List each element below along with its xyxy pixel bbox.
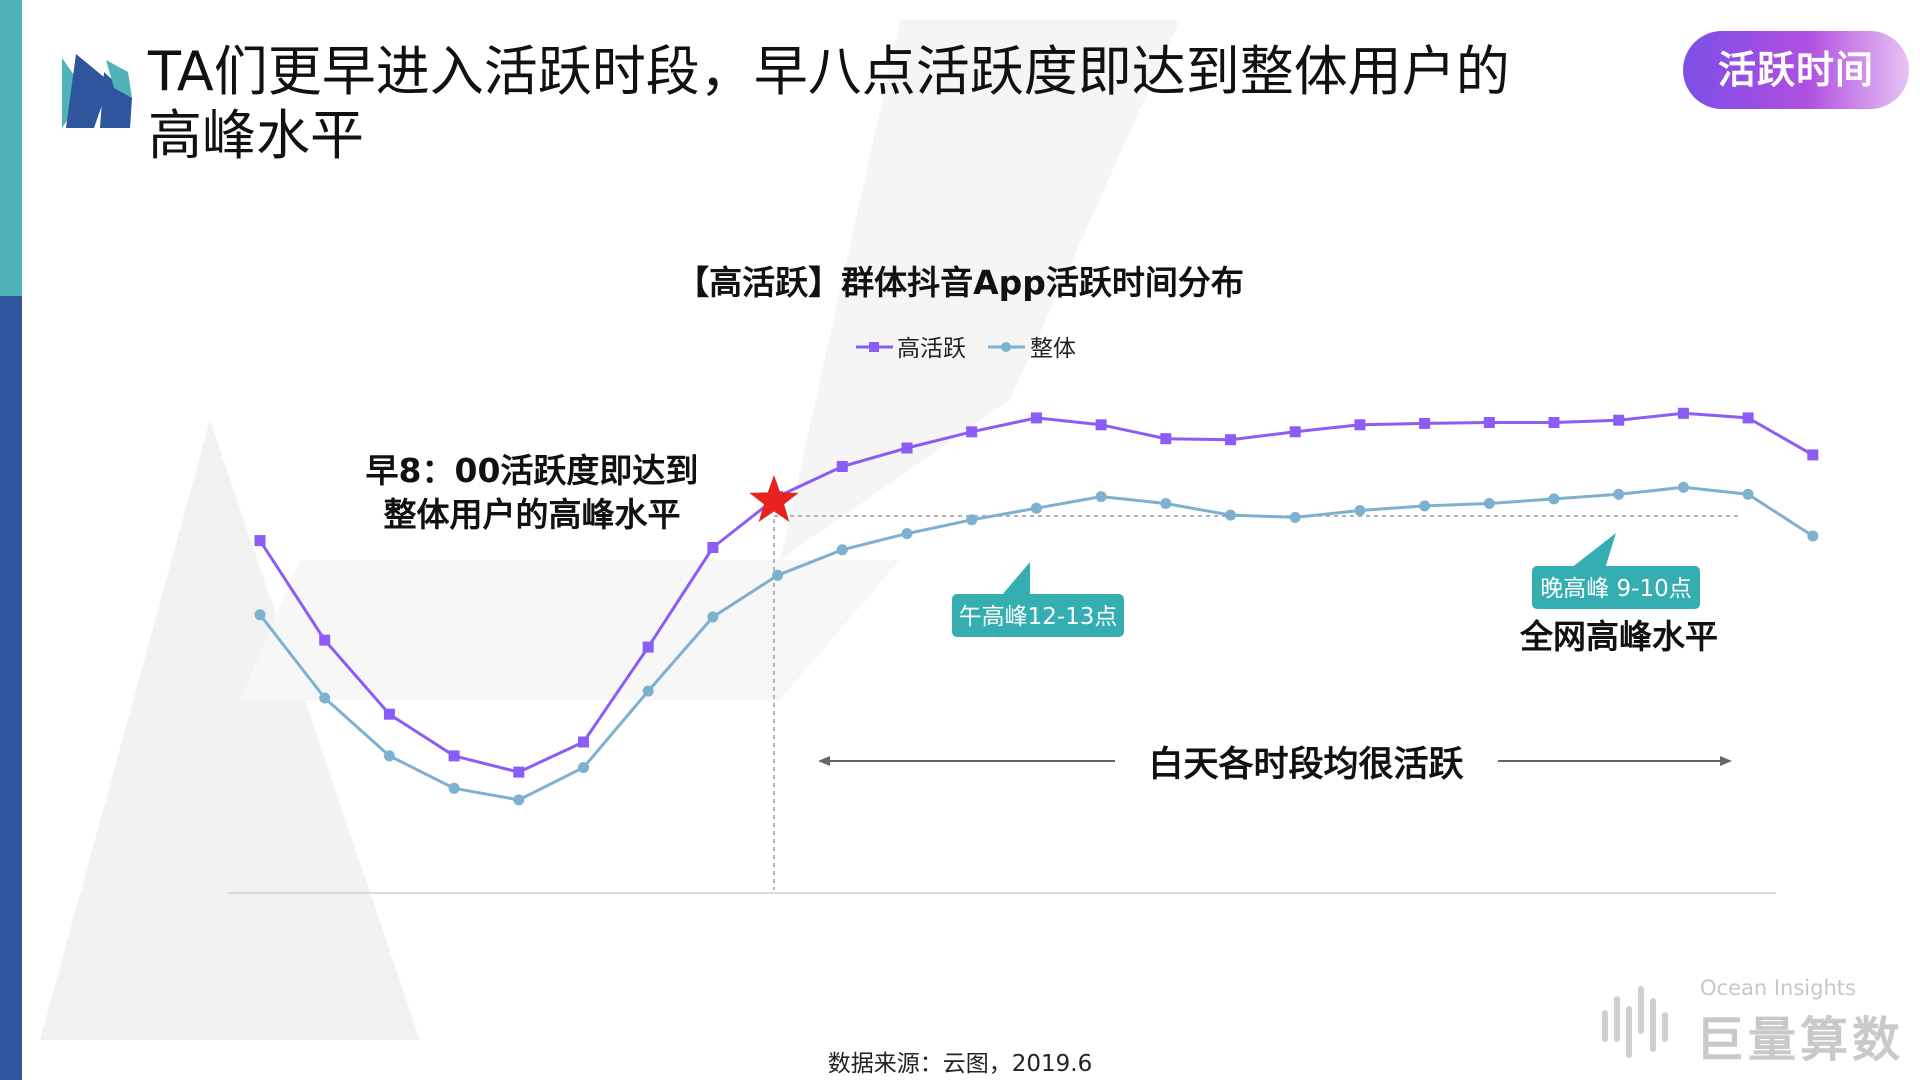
data-point-s0-16 [1289, 426, 1301, 438]
morning-note-line2: 整体用户的高峰水平 [384, 495, 681, 534]
data-point-s1-17 [1354, 505, 1366, 516]
data-point-s0-23 [1742, 412, 1754, 424]
data-point-s1-24 [1807, 530, 1819, 542]
watermark: Ocean Insights 巨量算数 [1600, 976, 1900, 1068]
star-icon [749, 475, 799, 522]
data-point-s0-7 [707, 542, 719, 553]
data-point-s1-0 [254, 609, 266, 621]
data-point-s0-5 [578, 736, 589, 748]
series-layer [254, 407, 1819, 806]
watermark-cn: 巨量算数 [1696, 1012, 1905, 1068]
data-point-s1-5 [578, 762, 589, 773]
data-point-s0-18 [1419, 417, 1431, 429]
data-point-s0-9 [836, 461, 848, 472]
data-point-s0-1 [319, 634, 331, 646]
data-point-s1-16 [1289, 511, 1301, 523]
watermark-en: Ocean Insights [1700, 976, 1856, 1000]
legend-label-high: 高活跃 [897, 336, 966, 362]
data-point-s1-10 [901, 528, 913, 540]
data-point-s1-1 [319, 692, 331, 704]
net-peak-label: 全网高峰水平 [1519, 617, 1718, 656]
accent-bar-teal [0, 0, 22, 296]
data-point-s1-15 [1225, 509, 1236, 521]
evening-peak-label: 晚高峰 9-10点 [1540, 576, 1692, 602]
data-point-s1-12 [1030, 502, 1042, 514]
data-point-s1-7 [707, 611, 719, 623]
data-point-s1-23 [1742, 488, 1754, 500]
data-point-s1-13 [1095, 491, 1107, 503]
data-point-s0-4 [513, 766, 525, 778]
section-badge: 活跃时间 [1683, 31, 1909, 109]
noon-peak-label: 午高峰12-13点 [959, 604, 1118, 630]
noon-peak-callout: 午高峰12-13点 [952, 562, 1124, 637]
data-point-s1-3 [448, 782, 460, 794]
daytime-arrow: 白天各时段均很活跃 [818, 744, 1732, 785]
data-point-s1-18 [1419, 500, 1431, 512]
data-point-s0-14 [1160, 433, 1172, 445]
evening-peak-callout: 晚高峰 9-10点 [1532, 533, 1700, 609]
brand-logo-icon [62, 54, 132, 128]
data-point-s0-19 [1483, 417, 1495, 428]
data-point-s1-22 [1677, 481, 1689, 493]
chart-title: 【高活跃】群体抖音App活跃时间分布 [676, 263, 1244, 302]
morning-note-line1: 早8：00活跃度即达到 [366, 451, 699, 490]
data-point-s0-6 [642, 641, 654, 653]
data-point-s1-4 [513, 794, 525, 806]
accent-bar-navy [0, 296, 22, 1080]
daytime-label: 白天各时段均很活跃 [1148, 744, 1464, 785]
data-point-s0-3 [448, 750, 460, 762]
legend-label-all: 整体 [1030, 336, 1076, 362]
chart-legend: 高活跃 整体 [856, 336, 1076, 362]
data-point-s0-20 [1548, 417, 1560, 428]
page-title: TA们更早进入活跃时段，早八点活跃度即达到整体用户的 高峰水平 [148, 40, 1510, 167]
data-point-s0-17 [1354, 419, 1366, 431]
data-point-s1-21 [1613, 488, 1625, 500]
data-point-s1-14 [1160, 498, 1172, 509]
data-point-s0-2 [383, 708, 395, 720]
data-point-s0-13 [1095, 419, 1107, 431]
data-point-s1-6 [642, 685, 654, 697]
data-point-s0-22 [1677, 407, 1689, 419]
data-point-s0-15 [1225, 434, 1236, 446]
ocean-insights-logo-icon [1602, 986, 1668, 1058]
data-point-s1-9 [836, 544, 848, 556]
data-point-s1-20 [1548, 493, 1560, 505]
data-point-s1-8 [772, 569, 784, 581]
data-point-s0-12 [1030, 412, 1042, 424]
data-point-s0-11 [966, 426, 978, 438]
data-point-s0-24 [1807, 449, 1819, 461]
data-point-s1-11 [966, 514, 978, 526]
data-point-s0-0 [254, 535, 266, 547]
data-point-s1-2 [383, 750, 395, 762]
data-source: 数据来源：云图，2019.6 [827, 1051, 1093, 1077]
data-point-s0-10 [901, 442, 913, 454]
data-point-s1-19 [1483, 498, 1495, 509]
data-point-s0-21 [1613, 414, 1625, 426]
